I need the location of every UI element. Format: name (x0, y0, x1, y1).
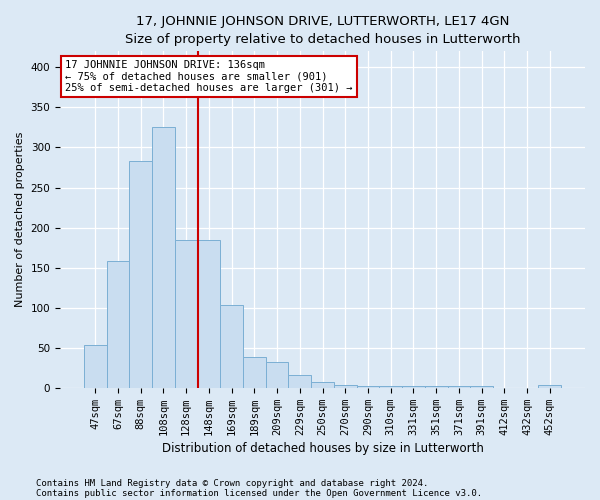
Bar (379, 386, 402, 388)
Y-axis label: Number of detached properties: Number of detached properties (15, 132, 25, 308)
Bar (311, 382, 334, 388)
Bar (130, 161, 152, 388)
Bar (425, 386, 448, 388)
Text: Contains HM Land Registry data © Crown copyright and database right 2024.: Contains HM Land Registry data © Crown c… (36, 478, 428, 488)
Bar (470, 386, 493, 388)
Bar (220, 306, 243, 388)
Text: 17 JOHNNIE JOHNSON DRIVE: 136sqm
← 75% of detached houses are smaller (901)
25% : 17 JOHNNIE JOHNSON DRIVE: 136sqm ← 75% o… (65, 60, 353, 93)
Bar (243, 358, 266, 388)
Bar (197, 240, 220, 388)
Text: Contains public sector information licensed under the Open Government Licence v3: Contains public sector information licen… (36, 488, 482, 498)
Bar (356, 386, 379, 388)
Bar (152, 126, 175, 388)
Bar (538, 386, 561, 388)
Bar (402, 386, 425, 388)
Bar (84, 346, 107, 388)
Bar (266, 362, 289, 388)
Bar (448, 386, 470, 388)
Bar (289, 375, 311, 388)
Bar (175, 240, 197, 388)
X-axis label: Distribution of detached houses by size in Lutterworth: Distribution of detached houses by size … (161, 442, 484, 455)
Bar (334, 384, 356, 388)
Title: 17, JOHNNIE JOHNSON DRIVE, LUTTERWORTH, LE17 4GN
Size of property relative to de: 17, JOHNNIE JOHNSON DRIVE, LUTTERWORTH, … (125, 15, 520, 46)
Bar (107, 261, 130, 388)
